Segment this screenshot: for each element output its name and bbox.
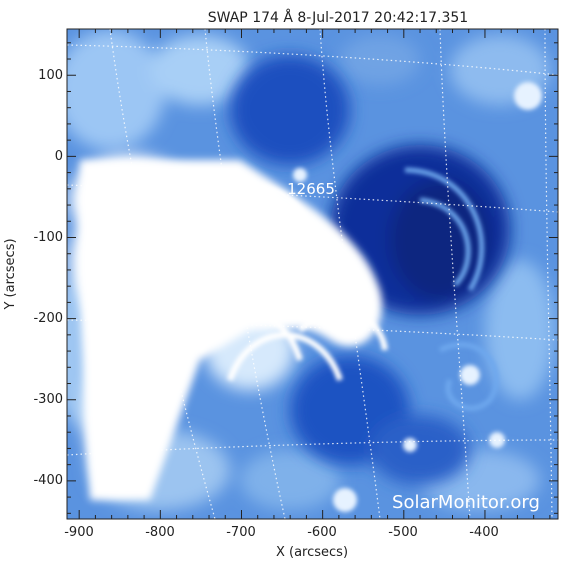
x-tick-labels: -900 -800 -700 -600 -500 -400 — [64, 525, 499, 540]
bright-points — [293, 82, 542, 512]
flare-loops — [197, 184, 388, 381]
y-tick-label: -100 — [33, 230, 63, 245]
loop-arcs — [404, 167, 499, 411]
y-tick-label: -400 — [33, 473, 63, 488]
y-axis-label: Y (arcsecs) — [3, 238, 18, 310]
y-tick-label: 0 — [55, 149, 63, 164]
coordinate-grid — [67, 29, 558, 519]
x-tick-label: -700 — [226, 525, 256, 540]
y-tick-label: 100 — [38, 68, 63, 83]
active-region-label: 12665 — [287, 180, 335, 198]
axis-ticks — [67, 29, 558, 519]
x-tick-label: -600 — [307, 525, 337, 540]
axes-frame — [66, 28, 559, 520]
plot-title: SWAP 174 Å 8-Jul-2017 20:42:17.351 — [208, 9, 468, 26]
solar-euv-image: 12665 SolarMonitor.org — [67, 29, 558, 519]
x-tick-label: -500 — [388, 525, 418, 540]
x-tick-label: -900 — [64, 525, 94, 540]
y-tick-label: -300 — [33, 392, 63, 407]
x-axis-label: X (arcsecs) — [276, 545, 348, 560]
y-tick-label: -200 — [33, 311, 63, 326]
bright-core — [80, 160, 382, 500]
x-tick-label: -400 — [469, 525, 499, 540]
watermark: SolarMonitor.org — [392, 492, 540, 513]
x-tick-label: -800 — [145, 525, 175, 540]
y-tick-labels: 100 0 -100 -200 -300 -400 — [33, 68, 63, 488]
